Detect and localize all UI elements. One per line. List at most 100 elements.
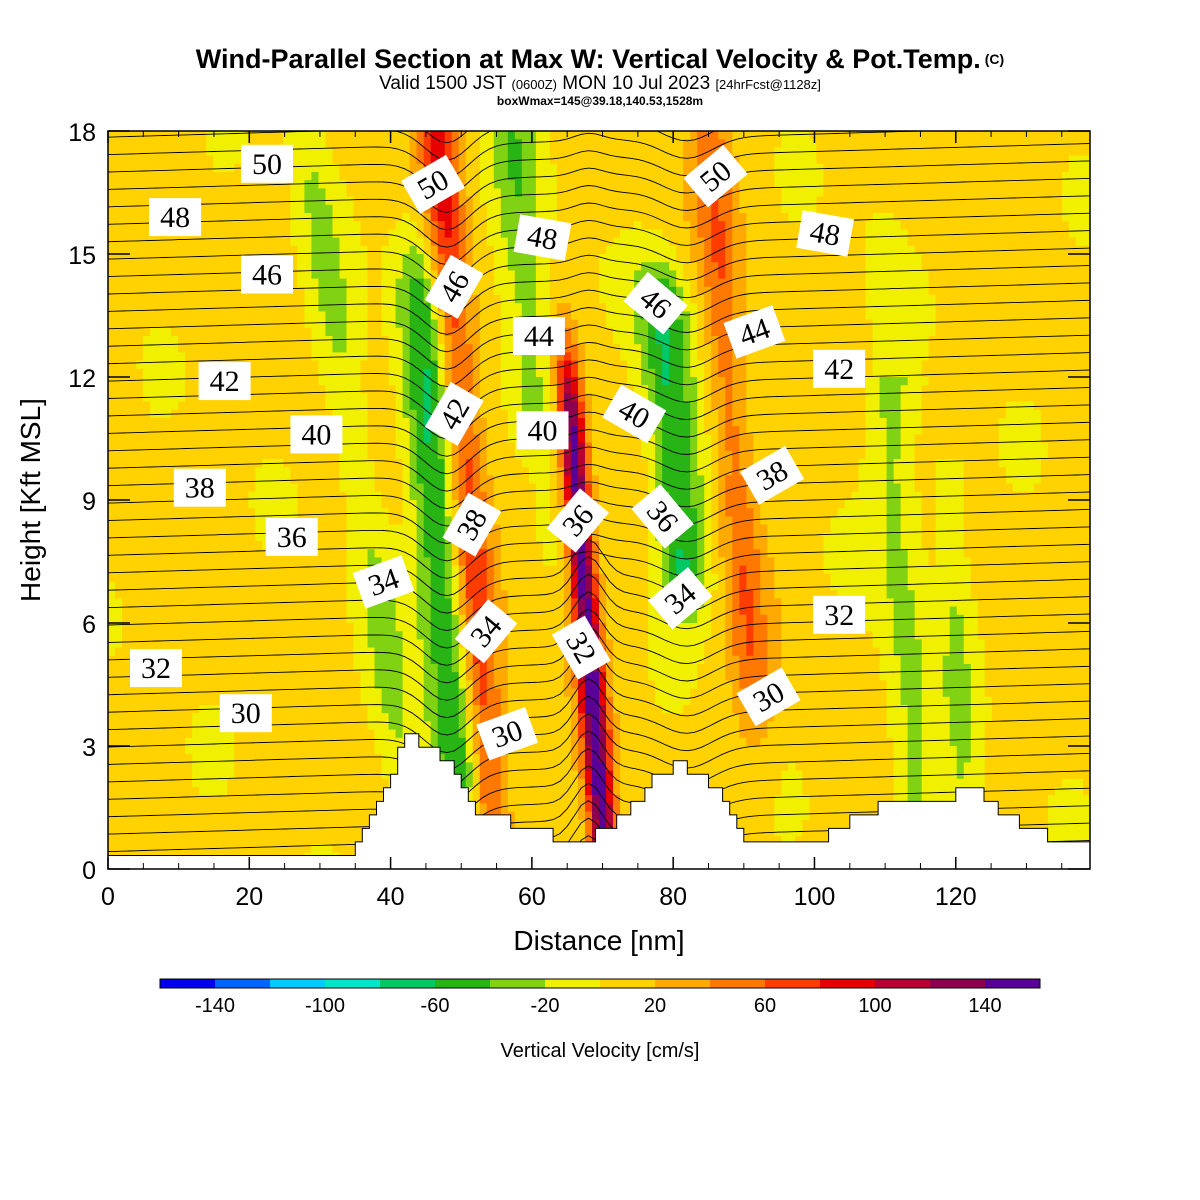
velocity-cell [465, 213, 474, 222]
velocity-cell [444, 229, 453, 239]
velocity-cell [472, 680, 481, 690]
velocity-cell [620, 344, 642, 353]
velocity-cell [556, 319, 579, 329]
velocity-cell [346, 336, 369, 345]
velocity-cell [143, 393, 186, 403]
velocity-cell [711, 606, 726, 616]
velocity-cell [865, 262, 923, 271]
velocity-cell [465, 754, 474, 763]
velocity-cell [458, 614, 467, 624]
theta-label-box [513, 214, 572, 261]
velocity-cell [402, 467, 411, 476]
velocity-cell [577, 565, 586, 575]
velocity-cell [381, 286, 397, 296]
velocity-cell [886, 483, 902, 493]
velocity-cell [676, 614, 698, 624]
velocity-cell [381, 270, 404, 280]
velocity-cell [746, 573, 761, 583]
velocity-cell [325, 393, 369, 403]
velocity-cell [346, 524, 418, 534]
velocity-cell [444, 582, 453, 591]
velocity-cell [648, 614, 677, 624]
theta-label-box [352, 555, 415, 609]
velocity-cell [353, 213, 404, 222]
velocity-cell [577, 795, 586, 804]
velocity-cell [430, 270, 439, 280]
y-tick-label: 9 [82, 488, 96, 516]
velocity-cell [739, 590, 754, 599]
velocity-cell [297, 491, 348, 501]
velocity-cell [416, 508, 425, 517]
velocity-cell [458, 590, 467, 599]
velocity-cell [935, 475, 965, 485]
velocity-cell [395, 221, 418, 230]
velocity-cell [444, 541, 453, 550]
velocity-cell [185, 352, 313, 362]
velocity-cell [465, 655, 474, 665]
velocity-cell [430, 721, 439, 731]
velocity-cell [402, 631, 418, 640]
velocity-cell [1005, 409, 1042, 419]
velocity-cell [746, 368, 874, 378]
velocity-cell [451, 475, 460, 485]
velocity-cell [921, 639, 951, 649]
velocity-cell [479, 442, 488, 452]
velocity-cell [388, 368, 404, 378]
velocity-cell [542, 393, 551, 403]
velocity-cell [556, 483, 565, 493]
velocity-cell [304, 311, 327, 321]
velocity-cell [486, 229, 502, 239]
velocity-cell [108, 680, 362, 690]
velocity-cell [367, 393, 397, 403]
velocity-cell [704, 557, 712, 567]
velocity-cell [423, 368, 432, 378]
velocity-cell [732, 524, 754, 534]
velocity-cell [606, 746, 614, 755]
velocity-cell [662, 377, 670, 386]
velocity-cell [486, 426, 509, 435]
velocity-cell [570, 573, 579, 583]
velocity-cell [753, 434, 867, 444]
velocity-cell [949, 606, 958, 616]
velocity-cell [760, 582, 775, 591]
colorbar-tick-label: -140 [195, 995, 235, 1017]
velocity-cell [584, 672, 600, 681]
velocity-cell [606, 614, 649, 624]
velocity-cell [599, 565, 649, 575]
velocity-cell [928, 270, 1090, 280]
velocity-cell [423, 401, 432, 411]
velocity-cell [346, 614, 369, 624]
velocity-cell [599, 508, 649, 517]
velocity-cell [423, 680, 439, 690]
velocity-cell [921, 368, 1090, 378]
velocity-cell [444, 139, 453, 148]
velocity-cell [367, 278, 383, 288]
velocity-cell [599, 500, 649, 509]
velocity-cell [465, 598, 474, 608]
velocity-cell [108, 811, 397, 821]
velocity-cell [739, 598, 754, 608]
velocity-cell [767, 631, 782, 640]
velocity-cell [711, 467, 719, 476]
velocity-cell [521, 352, 537, 362]
velocity-cell [465, 155, 481, 165]
velocity-cell [704, 483, 712, 493]
velocity-cell [563, 368, 572, 378]
velocity-cell [549, 385, 558, 394]
velocity-cell [746, 254, 867, 263]
velocity-cell [1005, 401, 1035, 411]
velocity-cell [879, 401, 902, 411]
velocity-cell [1005, 467, 1042, 476]
velocity-cell [535, 139, 551, 148]
velocity-cell [704, 254, 712, 263]
velocity-cell [472, 213, 488, 222]
velocity-cell [500, 303, 523, 312]
velocity-cell [402, 393, 411, 403]
velocity-cell [753, 442, 867, 452]
velocity-cell [970, 729, 986, 739]
velocity-cell [416, 606, 432, 616]
velocity-cell [416, 409, 425, 419]
velocity-cell [430, 623, 453, 632]
velocity-cell [704, 647, 726, 657]
colorbar-swatch [600, 979, 656, 988]
